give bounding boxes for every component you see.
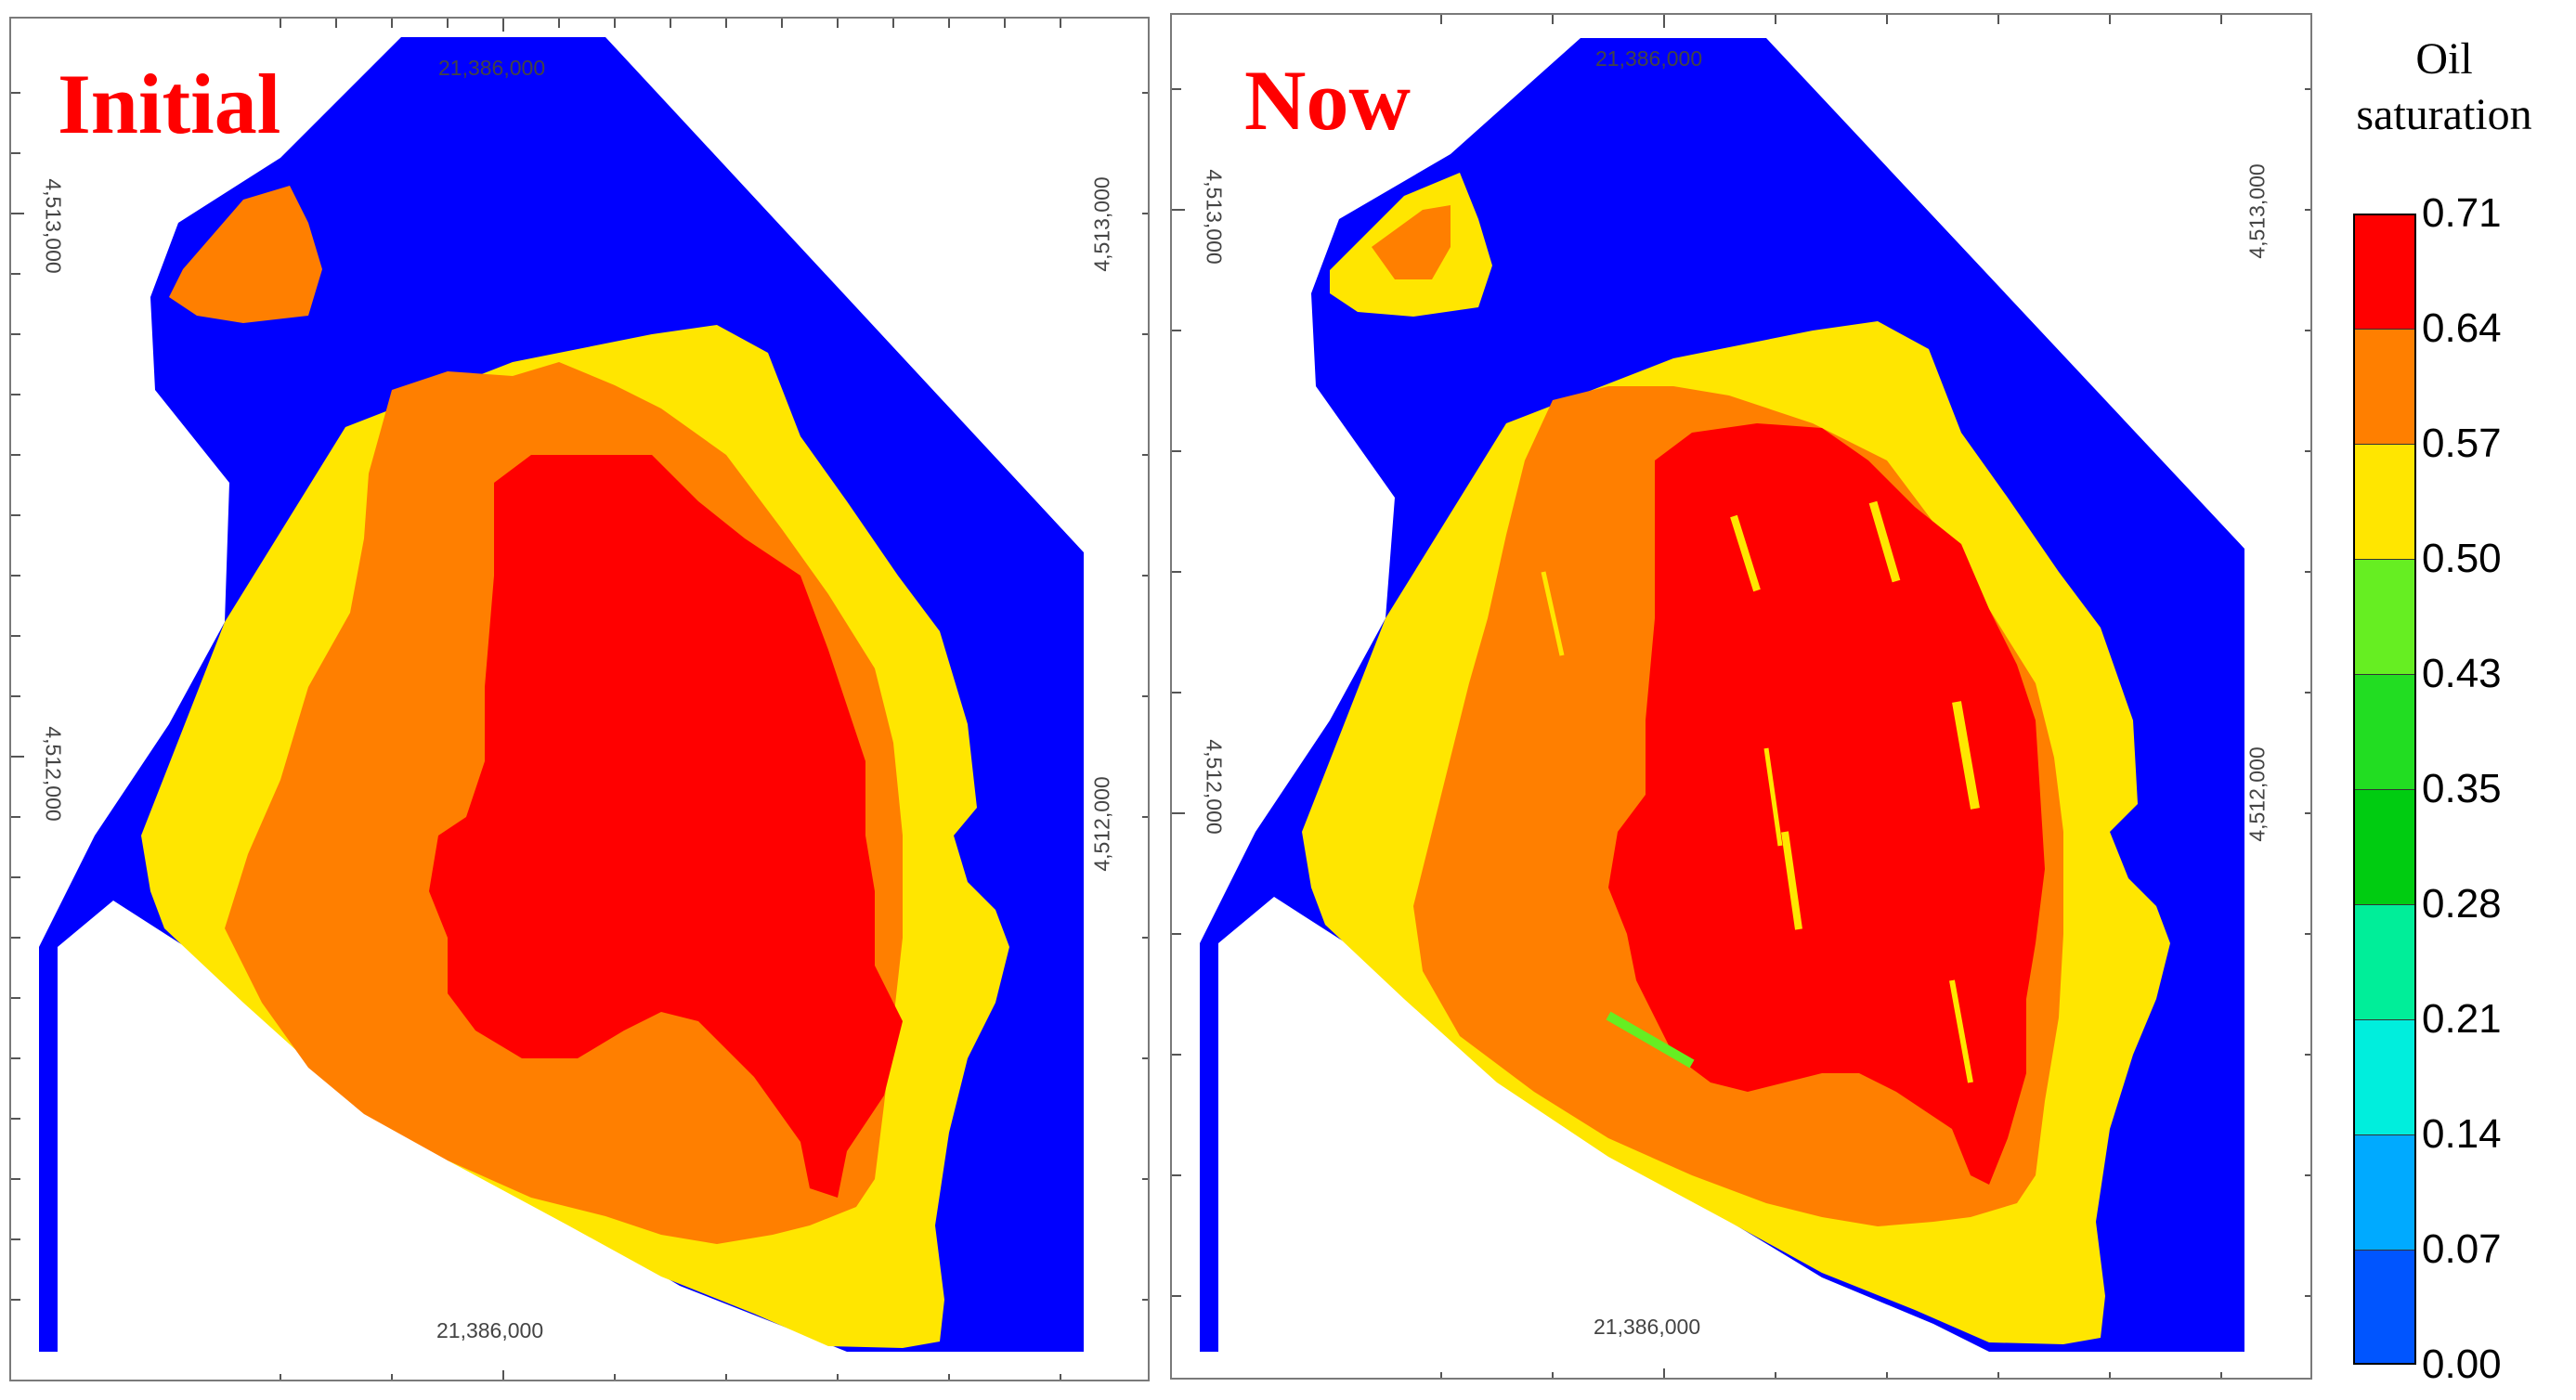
legend-tick-label: 0.21 — [2422, 996, 2502, 1042]
coord-left-upper-now: 4,513,000 — [1202, 169, 1227, 265]
well-streak — [1763, 747, 1783, 847]
legend-colorbar — [2353, 214, 2416, 1365]
legend-tick-label: 0.71 — [2422, 190, 2502, 236]
well-streak — [1952, 701, 1980, 810]
legend-swatch — [2353, 674, 2416, 789]
legend-swatch — [2353, 444, 2416, 559]
legend-tick-label: 0.50 — [2422, 536, 2502, 581]
zone-red — [1608, 423, 2045, 1185]
legend-title: Oil saturation — [2312, 32, 2576, 143]
zone-red — [429, 455, 903, 1198]
coord-right-upper-now: 4,513,000 — [2244, 163, 2270, 259]
map-frame-now — [1170, 13, 2312, 1380]
legend-title-line1: Oil — [2415, 34, 2473, 84]
legend-tick-label: 0.57 — [2422, 421, 2502, 466]
well-streak — [1730, 514, 1761, 592]
well-streak — [1949, 979, 1973, 1083]
coord-top-initial: 21,386,000 — [438, 56, 546, 80]
legend: Oil saturation 0.71 0.64 0.57 0.50 0.43 0.35 0… — [2312, 19, 2576, 1400]
coord-left-upper-initial: 4,513,000 — [41, 178, 66, 274]
legend-swatch — [2353, 329, 2416, 444]
legend-swatch — [2353, 1250, 2416, 1365]
saturation-map-initial — [11, 19, 1148, 1380]
legend-swatch — [2353, 789, 2416, 904]
legend-tick-label: 0.28 — [2422, 881, 2502, 927]
coord-left-lower-initial: 4,512,000 — [41, 726, 66, 822]
well-streak-green — [1606, 1011, 1695, 1069]
coord-right-lower-now: 4,512,000 — [2244, 746, 2270, 842]
panel-title-now: Now — [1244, 53, 1411, 148]
map-panel-initial: Initial 21,386,000 21,386,000 4,513,000 … — [9, 17, 1150, 1381]
legend-tick-label: 0.07 — [2422, 1226, 2502, 1272]
legend-swatch — [2353, 1134, 2416, 1250]
legend-tick-label: 0.35 — [2422, 766, 2502, 811]
legend-title-line2: saturation — [2356, 90, 2532, 139]
legend-swatch — [2353, 904, 2416, 1019]
legend-tick-label: 0.00 — [2422, 1342, 2502, 1387]
well-streak — [1868, 500, 1901, 583]
zone-nw-blob-inner — [1372, 205, 1451, 279]
legend-colorbar-border — [2353, 214, 2416, 1365]
legend-tick-label: 0.14 — [2422, 1111, 2502, 1157]
legend-tick-label: 0.64 — [2422, 305, 2502, 351]
coord-right-upper-initial: 4,513,000 — [1089, 176, 1114, 272]
well-streak — [1541, 571, 1565, 656]
coord-bottom-now: 21,386,000 — [1594, 1315, 1701, 1339]
saturation-map-now — [1172, 15, 2310, 1378]
zone-nw-blob — [169, 186, 322, 323]
well-streak — [1781, 831, 1802, 930]
legend-ticks: 0.71 0.64 0.57 0.50 0.43 0.35 0.28 0.21 0.14 0.07… — [2422, 193, 2570, 1385]
map-panel-now: Now 21,386,000 21,386,000 4,513,000 4,51… — [1170, 13, 2312, 1380]
coord-right-lower-initial: 4,512,000 — [1089, 776, 1114, 872]
legend-swatch — [2353, 559, 2416, 674]
legend-tick-label: 0.43 — [2422, 651, 2502, 696]
map-frame-initial — [9, 17, 1150, 1381]
panel-title-initial: Initial — [58, 57, 281, 151]
coord-left-lower-now: 4,512,000 — [1202, 739, 1227, 835]
coord-bottom-initial: 21,386,000 — [436, 1318, 544, 1342]
legend-swatch — [2353, 1019, 2416, 1134]
coord-top-now: 21,386,000 — [1595, 46, 1703, 71]
